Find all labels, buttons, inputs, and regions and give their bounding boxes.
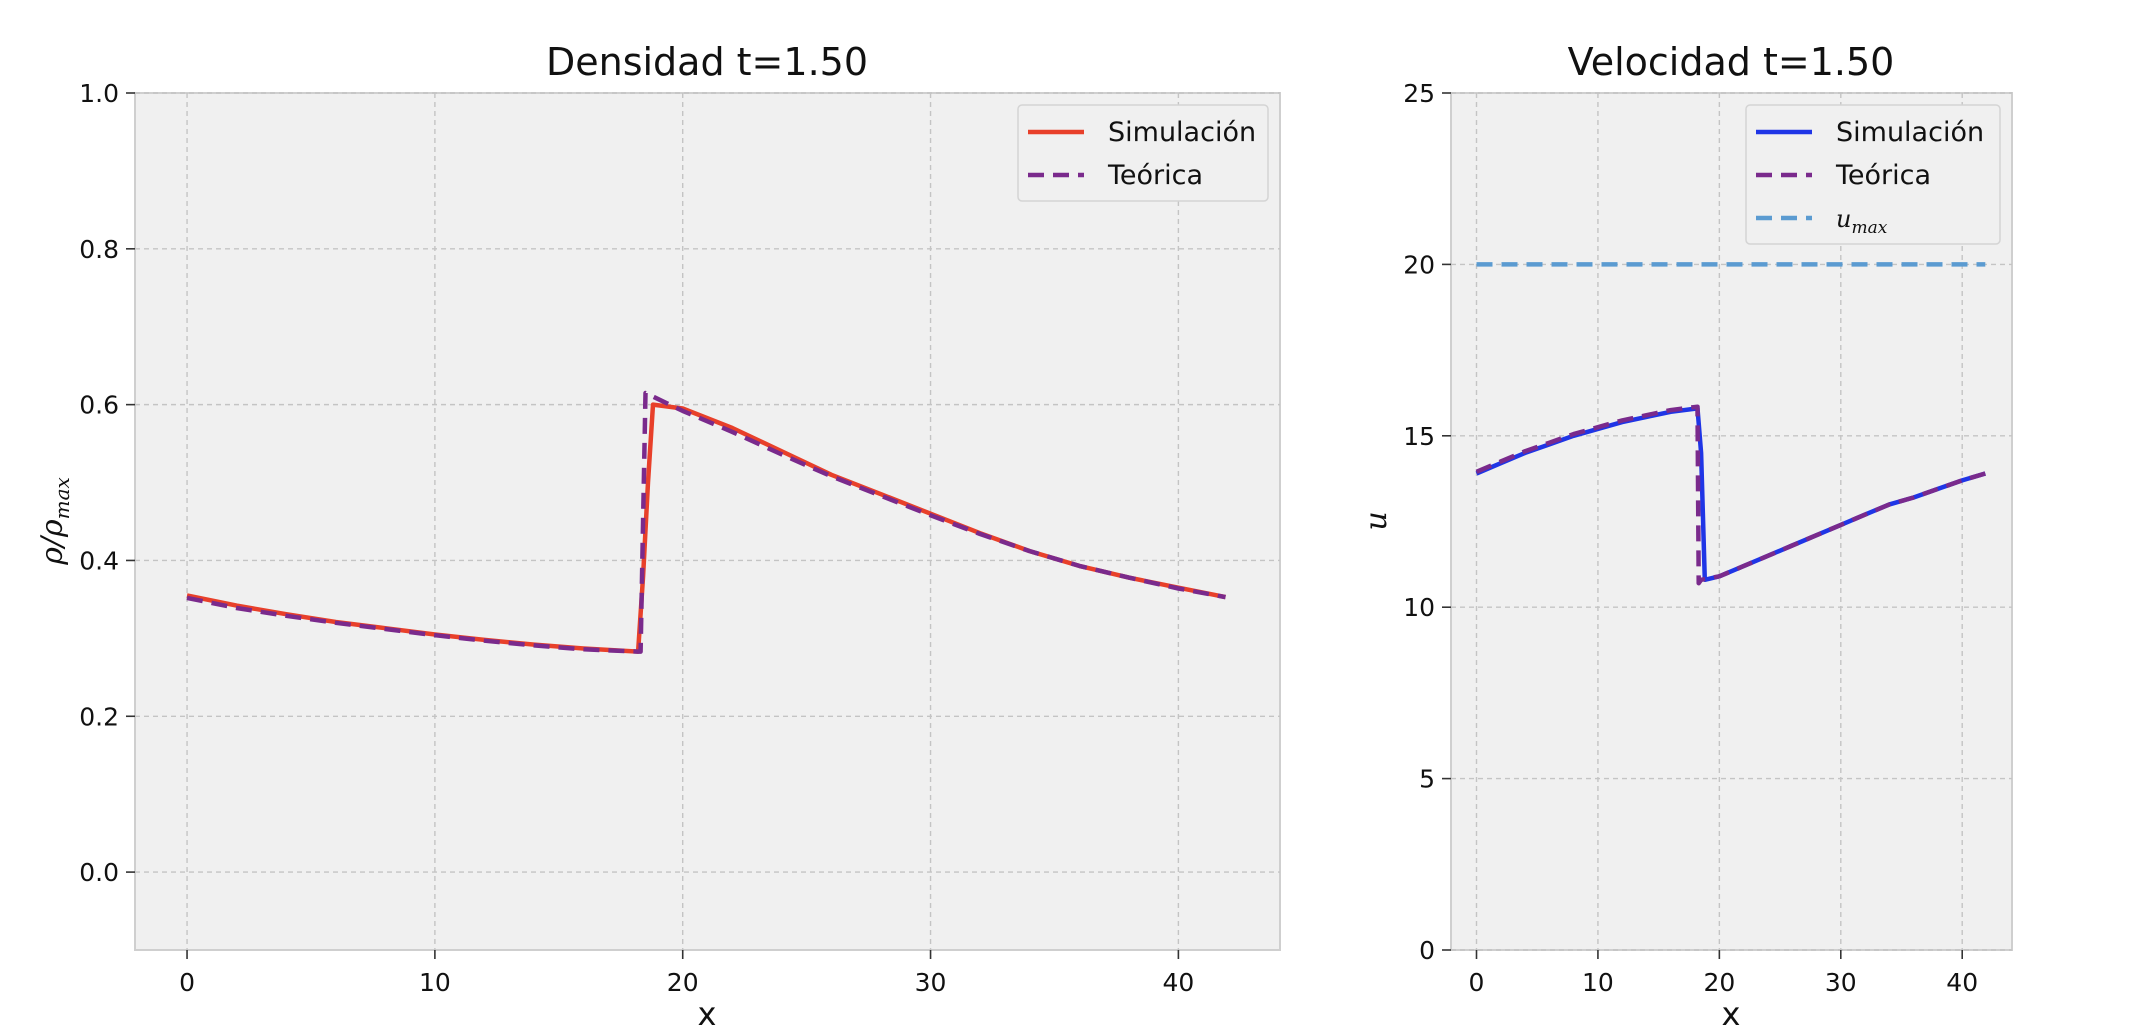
density-x-tick-label: 30 [915,968,947,997]
density-legend-label: Teórica [1107,160,1203,191]
density-x-tick-label: 40 [1162,968,1194,997]
density-legend: Simulación Teórica [1017,104,1269,202]
velocity-y-label: u [1359,511,1394,530]
velocity-x-tick-label: 10 [1582,968,1614,997]
velocity-x-ticks: 0 10 20 30 40 [1469,950,1978,997]
velocity-legend-label: Teórica [1835,160,1931,191]
velocity-title: Velocidad t=1.50 [1568,40,1895,84]
density-x-ticks: 0 10 20 30 40 [179,950,1194,997]
velocity-x-tick-label: 40 [1946,968,1978,997]
density-y-tick-label: 0.4 [79,546,119,575]
velocity-y-tick-label: 25 [1403,79,1435,108]
density-title: Densidad t=1.50 [546,40,868,84]
velocity-x-tick-label: 0 [1469,968,1485,997]
density-y-ticks: 0.0 0.2 0.4 0.6 0.8 1.0 [79,79,135,887]
velocity-x-label: x [1722,995,1741,1032]
velocity-series-simulacion-line [1475,406,1986,583]
density-x-tick-label: 20 [667,968,699,997]
velocity-y-tick-label: 5 [1419,765,1435,794]
velocity-y-tick-label: 0 [1419,936,1435,965]
velocity-x-tick-label: 30 [1825,968,1857,997]
density-series-teorica-line [186,390,1226,654]
density-grid [135,92,1280,950]
velocity-legend: Simulación Teórica umax [1745,104,2001,245]
density-x-tick-label: 10 [419,968,451,997]
density-y-tick-label: 0.2 [79,702,119,731]
velocity-series [1475,262,1986,586]
velocity-legend-label: Simulación [1836,117,1984,148]
density-series [186,390,1226,654]
density-y-label: ρ/ρmax [35,477,74,566]
velocity-legend-box [1745,104,2001,245]
density-y-tick-label: 1.0 [79,79,119,108]
velocity-legend-label: umax [1836,205,1888,238]
velocity-y-tick-label: 15 [1403,422,1435,451]
density-y-tick-label: 0.6 [79,391,119,420]
velocity-x-tick-label: 20 [1703,968,1735,997]
density-y-tick-label: 0.0 [79,858,119,887]
density-x-tick-label: 0 [179,968,195,997]
density-plot-area [134,92,1281,951]
velocity-y-tick-label: 10 [1403,593,1435,622]
density-y-tick-label: 0.8 [79,235,119,264]
velocity-y-tick-label: 20 [1403,250,1435,279]
density-x-label: x [698,995,717,1032]
density-legend-label: Simulación [1108,117,1256,148]
velocity-y-ticks: 0 5 10 15 20 25 [1403,79,1451,965]
density-panel: 0 10 20 30 40 0.0 0.2 0.4 0.6 0.8 1.0 Densidad t=… [35,40,1281,1032]
